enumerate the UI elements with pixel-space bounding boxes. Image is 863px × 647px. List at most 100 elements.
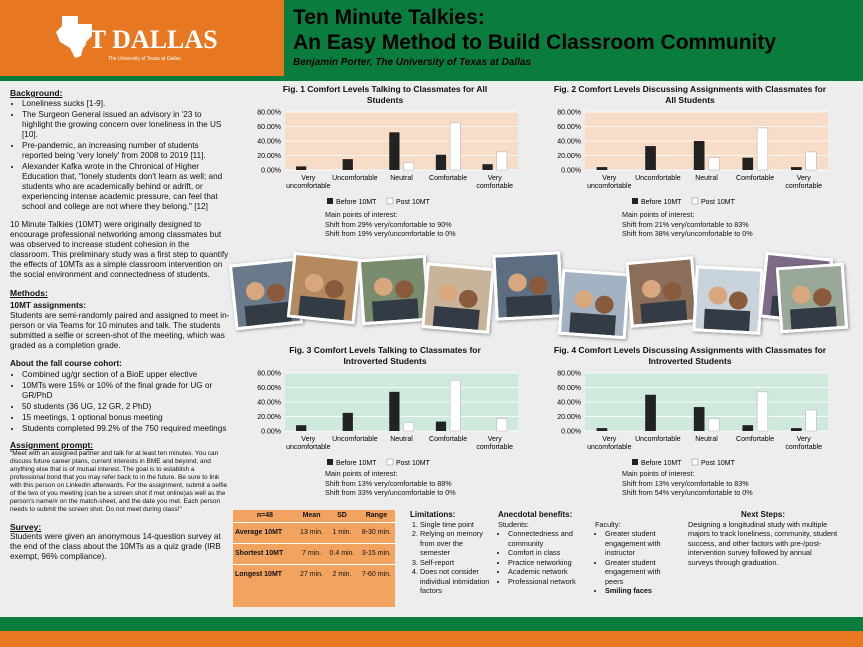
legend-label: Post 10MT	[701, 460, 736, 467]
poster-title: Ten Minute Talkies: An Easy Method to Bu…	[293, 5, 776, 55]
x-tick-label: Comfortable	[736, 436, 774, 443]
body-shape	[505, 294, 553, 318]
photo-image	[232, 260, 300, 328]
x-tick-label: uncomfortable	[587, 444, 631, 451]
header-orange-panel: UT DALLAS The University of Texas at Dal…	[0, 0, 284, 76]
fig1-note-2: Shift from 19% very/uncomfortable to 0%	[325, 229, 456, 238]
fig4-chart: Fig. 4 Comfort Levels Discussing Assignm…	[540, 345, 840, 477]
footer-green-band	[0, 617, 863, 631]
y-tick-label: 60.00%	[557, 124, 581, 131]
selfie-photo	[286, 251, 362, 325]
stats-cell: 3-15 min.	[357, 542, 395, 564]
y-tick-label: 0.00%	[561, 429, 581, 436]
body-shape	[569, 312, 616, 336]
student-benefit-item: Academic network	[508, 567, 589, 577]
student-benefit-item: Comfort in class	[508, 548, 589, 558]
logo-subtext: The University of Texas at Dallas	[108, 56, 181, 62]
cohort-subheading: About the fall course cohort:	[10, 359, 122, 368]
photo-image	[360, 257, 428, 323]
fig1-notes: Main points of interest: Shift from 29% …	[325, 210, 456, 239]
selfie-collage	[228, 251, 852, 343]
legend-swatch	[386, 458, 394, 466]
cohort-list: Combined ug/gr section of a BioE upper e…	[22, 370, 230, 434]
bar-before-10mt	[742, 425, 754, 431]
x-tick-label: Comfortable	[429, 436, 467, 443]
bar-post-10mt	[496, 151, 508, 171]
prompt-heading: Assignment prompt:	[10, 440, 94, 450]
bar-before-10mt	[645, 146, 656, 170]
fig3-title: Fig. 3 Comfort Levels Talking to Classma…	[289, 345, 481, 366]
face-shape	[438, 284, 458, 303]
anecdotal-heading: Anecdotal benefits:	[498, 510, 573, 519]
x-tick-label: Very	[301, 436, 316, 443]
bar-before-10mt	[645, 394, 656, 431]
next-steps-heading: Next Steps:	[740, 510, 785, 519]
body-shape	[432, 305, 480, 330]
fig4-note-1: Shift from 13% very/comfortable to 83%	[622, 478, 749, 488]
legend-label: Post 10MT	[396, 460, 431, 467]
logo-text: UT DALLAS	[70, 25, 218, 54]
fig3-notes: Main points of interest: Shift from 13% …	[325, 469, 456, 498]
fig2-title: Fig. 2 Comfort Levels Discussing Assignm…	[553, 84, 827, 105]
background-item: Loneliness sucks [1-9].	[22, 99, 230, 109]
legend-label: Post 10MT	[701, 199, 736, 206]
students-benefits-list: Connectedness and communityComfort in cl…	[508, 529, 589, 586]
selfie-photo	[421, 262, 495, 334]
legend-swatch	[386, 197, 394, 205]
bar-post-10mt	[449, 122, 461, 171]
fig4-note-2: Shift from 54% very/uncomfortable to 0%	[622, 488, 753, 497]
photo-image	[495, 254, 561, 318]
y-tick-label: 60.00%	[257, 385, 281, 392]
selfie-photo	[557, 268, 631, 340]
survey-paragraph: Students were given an anonymous 14-ques…	[10, 532, 221, 561]
face-shape	[395, 280, 414, 299]
x-tick-label: comfortable	[476, 444, 513, 451]
limitations-box: Limitations: Single time pointRelying on…	[410, 510, 495, 596]
selfie-photo	[357, 254, 431, 326]
selfie-photo	[775, 262, 849, 334]
fig2-note-0: Main points of interest:	[622, 210, 695, 219]
limitation-item: Self-report	[420, 558, 495, 568]
fig1-plot: 0.00%20.00%40.00%60.00%80.00%Veryuncomfo…	[257, 110, 518, 206]
legend-swatch	[327, 459, 333, 465]
fig4-note-0: Main points of interest:	[622, 469, 695, 478]
y-tick-label: 20.00%	[257, 153, 281, 160]
x-tick-label: comfortable	[785, 183, 822, 190]
fig2-note-2: Shift from 38% very/uncomfortable to 0%	[622, 229, 753, 238]
legend-swatch	[691, 197, 699, 205]
face-shape	[708, 286, 728, 305]
y-tick-label: 60.00%	[257, 124, 281, 131]
limitations-list: Single time pointRelying on memory from …	[420, 520, 495, 596]
faculty-benefit-item: Greater student engagement with instruct…	[605, 529, 678, 558]
x-tick-label: Very	[488, 436, 503, 443]
x-tick-label: Very	[602, 175, 617, 182]
face-shape	[374, 277, 393, 296]
selfie-photo	[625, 256, 699, 328]
selfie-photo	[228, 257, 304, 331]
stats-cell: Average 10MT	[233, 521, 297, 543]
bar-before-10mt	[596, 428, 608, 431]
bar-before-10mt	[693, 141, 705, 170]
fig2-note-1: Shift from 21% very/comfortable to 83%	[622, 219, 749, 229]
fig4-notes: Main points of interest: Shift from 13% …	[622, 469, 753, 498]
body-shape	[244, 301, 292, 327]
y-tick-label: 20.00%	[257, 414, 281, 421]
title-line-2: An Easy Method to Build Classroom Commun…	[293, 31, 777, 54]
background-list: Loneliness sucks [1-9].The Surgeon Gener…	[22, 99, 230, 212]
stats-cell: 0.4 min.	[326, 542, 358, 564]
limitation-item: Relying on memory from over the semester	[420, 529, 495, 558]
photo-image	[560, 271, 628, 337]
selfie-photo	[492, 251, 564, 321]
x-tick-label: uncomfortable	[286, 183, 330, 190]
background-heading: Background:	[10, 88, 63, 98]
x-tick-label: Comfortable	[736, 175, 774, 182]
legend-swatch	[327, 198, 333, 204]
face-shape	[246, 282, 265, 301]
cohort-item: 50 students (36 UG, 12 GR, 2 PhD)	[22, 402, 230, 412]
footer-orange-band	[0, 631, 863, 647]
bar-post-10mt	[756, 391, 769, 432]
students-label: Students:	[498, 519, 529, 529]
face-shape	[642, 279, 661, 298]
stats-cell: Shortest 10MT	[233, 542, 297, 564]
stats-cell: 7-60 min.	[357, 563, 395, 585]
